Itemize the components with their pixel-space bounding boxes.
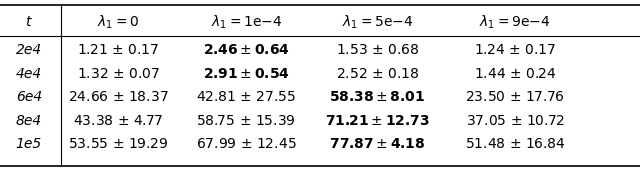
Text: 2e4: 2e4	[15, 43, 42, 57]
Text: 53.55 $\pm$ 19.29: 53.55 $\pm$ 19.29	[68, 138, 168, 151]
Text: $\lambda_1 = 5\mathrm{e}{-4}$: $\lambda_1 = 5\mathrm{e}{-4}$	[342, 13, 413, 31]
Text: $\mathbf{71.21} \pm \mathbf{12.73}$: $\mathbf{71.21} \pm \mathbf{12.73}$	[325, 114, 430, 128]
Text: 51.48 $\pm$ 16.84: 51.48 $\pm$ 16.84	[465, 138, 566, 151]
Text: 6e4: 6e4	[15, 90, 42, 104]
Text: $\mathbf{2.91} \pm \mathbf{0.54}$: $\mathbf{2.91} \pm \mathbf{0.54}$	[203, 67, 290, 80]
Text: 1.53 $\pm$ 0.68: 1.53 $\pm$ 0.68	[336, 43, 419, 57]
Text: 2.52 $\pm$ 0.18: 2.52 $\pm$ 0.18	[336, 67, 419, 80]
Text: 43.38 $\pm$ 4.77: 43.38 $\pm$ 4.77	[73, 114, 164, 128]
Text: $\mathbf{2.46} \pm \mathbf{0.64}$: $\mathbf{2.46} \pm \mathbf{0.64}$	[203, 43, 290, 57]
Text: 1.24 $\pm$ 0.17: 1.24 $\pm$ 0.17	[474, 43, 556, 57]
Text: 1.21 $\pm$ 0.17: 1.21 $\pm$ 0.17	[77, 43, 159, 57]
Text: $\lambda_1 = 9\mathrm{e}{-4}$: $\lambda_1 = 9\mathrm{e}{-4}$	[479, 13, 551, 31]
Text: 58.75 $\pm$ 15.39: 58.75 $\pm$ 15.39	[196, 114, 296, 128]
Text: 67.99 $\pm$ 12.45: 67.99 $\pm$ 12.45	[196, 138, 297, 151]
Text: 4e4: 4e4	[15, 67, 42, 80]
Text: 1.32 $\pm$ 0.07: 1.32 $\pm$ 0.07	[77, 67, 160, 80]
Text: 8e4: 8e4	[15, 114, 42, 128]
Text: $\mathbf{58.38} \pm \mathbf{8.01}$: $\mathbf{58.38} \pm \mathbf{8.01}$	[330, 90, 426, 104]
Text: 24.66 $\pm$ 18.37: 24.66 $\pm$ 18.37	[68, 90, 169, 104]
Text: 1e5: 1e5	[15, 138, 42, 151]
Text: $\mathbf{77.87} \pm \mathbf{4.18}$: $\mathbf{77.87} \pm \mathbf{4.18}$	[330, 138, 426, 151]
Text: $t$: $t$	[25, 15, 33, 29]
Text: 23.50 $\pm$ 17.76: 23.50 $\pm$ 17.76	[465, 90, 565, 104]
Text: 1.44 $\pm$ 0.24: 1.44 $\pm$ 0.24	[474, 67, 557, 80]
Text: $\lambda_1 = 0$: $\lambda_1 = 0$	[97, 13, 140, 31]
Text: 37.05 $\pm$ 10.72: 37.05 $\pm$ 10.72	[465, 114, 565, 128]
Text: 42.81 $\pm$ 27.55: 42.81 $\pm$ 27.55	[196, 90, 296, 104]
Text: $\lambda_1 = 1\mathrm{e}{-4}$: $\lambda_1 = 1\mathrm{e}{-4}$	[211, 13, 282, 31]
